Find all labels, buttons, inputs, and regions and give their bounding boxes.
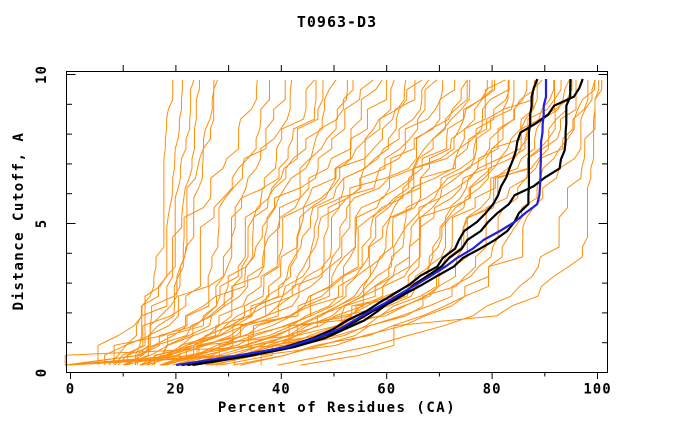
orange-curve bbox=[187, 79, 506, 366]
orange-curve bbox=[64, 79, 538, 366]
orange-curve bbox=[159, 79, 488, 366]
orange-curve bbox=[124, 79, 286, 366]
orange-curve bbox=[163, 79, 509, 366]
x-tick-label: 40 bbox=[272, 382, 291, 398]
orange-curve bbox=[108, 79, 183, 366]
orange-curve bbox=[193, 79, 509, 366]
orange-curve bbox=[97, 79, 174, 366]
orange-curve bbox=[232, 79, 596, 366]
x-tick-label: 0 bbox=[66, 382, 75, 398]
blue-curve bbox=[175, 79, 548, 367]
orange-curve bbox=[117, 79, 270, 366]
orange-curve bbox=[104, 79, 258, 366]
x-tick-label: 60 bbox=[377, 382, 396, 398]
y-tick-label: 5 bbox=[34, 219, 50, 228]
orange-curve bbox=[151, 79, 374, 366]
orange-curve bbox=[260, 79, 596, 366]
orange-curve bbox=[113, 79, 315, 366]
orange-curve bbox=[65, 79, 537, 366]
orange-curve bbox=[139, 79, 395, 366]
orange-curve bbox=[140, 79, 388, 366]
orange-curve bbox=[210, 79, 562, 366]
y-tick-label: 10 bbox=[34, 65, 50, 84]
x-tick-label: 20 bbox=[166, 382, 185, 398]
orange-curve bbox=[300, 79, 600, 366]
orange-curve bbox=[176, 79, 471, 366]
x-tick-label: 80 bbox=[483, 382, 502, 398]
orange-curve bbox=[188, 79, 543, 366]
black-curve bbox=[192, 78, 572, 367]
orange-curve bbox=[135, 79, 200, 366]
orange-curve bbox=[114, 79, 195, 366]
orange-curve bbox=[159, 79, 407, 366]
y-axis-label: Distance Cutoff, A bbox=[11, 131, 27, 311]
orange-curve bbox=[277, 79, 603, 366]
orange-curve bbox=[154, 79, 444, 366]
orange-curve bbox=[185, 79, 493, 366]
orange-curve bbox=[136, 79, 215, 366]
chart-title: T0963-D3 bbox=[296, 13, 378, 31]
orange-curve bbox=[219, 79, 589, 366]
orange-curve bbox=[122, 79, 219, 366]
y-tick-label: 0 bbox=[34, 368, 50, 377]
x-tick-label: 100 bbox=[583, 382, 611, 398]
orange-curve bbox=[240, 79, 577, 366]
orange-curve bbox=[142, 79, 324, 366]
x-axis-label: Percent of Residues (CA) bbox=[217, 400, 457, 416]
black-curve bbox=[181, 78, 584, 367]
orange-curve bbox=[122, 79, 383, 366]
orange-curve bbox=[65, 79, 430, 366]
orange-curve bbox=[65, 79, 348, 366]
plot-border bbox=[66, 71, 608, 373]
orange-curve bbox=[141, 79, 354, 366]
orange-curve bbox=[127, 79, 293, 366]
orange-curve bbox=[234, 79, 572, 366]
orange-curve bbox=[198, 79, 515, 366]
